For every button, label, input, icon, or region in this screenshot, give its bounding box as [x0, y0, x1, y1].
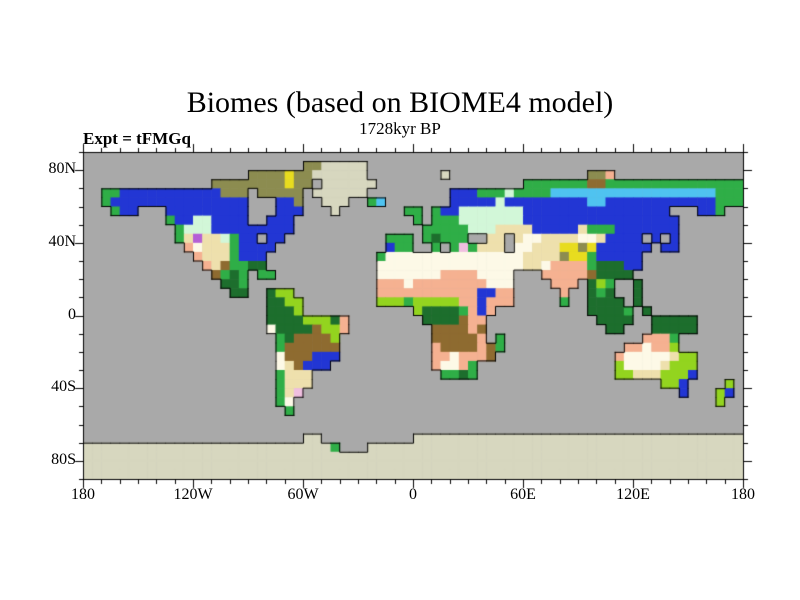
lon-tick-label: 0 [409, 486, 417, 503]
lat-tick-label: 80N [48, 160, 76, 178]
figure-title: Biomes (based on BIOME4 model) [186, 86, 614, 119]
lon-tick-label: 120W [173, 486, 213, 503]
experiment-label: Expt = tFMGq [83, 129, 191, 148]
lat-tick-label: 80S [51, 450, 76, 468]
lon-tick-label: 120E [616, 486, 650, 503]
lon-tick-label: 180 [71, 486, 95, 503]
lon-tick-label: 60E [510, 486, 536, 503]
lon-tick-label: 180 [731, 486, 755, 503]
figure-subtitle: 1728kyr BP [359, 119, 441, 138]
lon-tick-label: 60W [287, 486, 319, 503]
lat-tick-label: 0 [68, 305, 76, 323]
lat-tick-label: 40N [48, 232, 76, 250]
lat-tick-label: 40S [51, 378, 76, 396]
